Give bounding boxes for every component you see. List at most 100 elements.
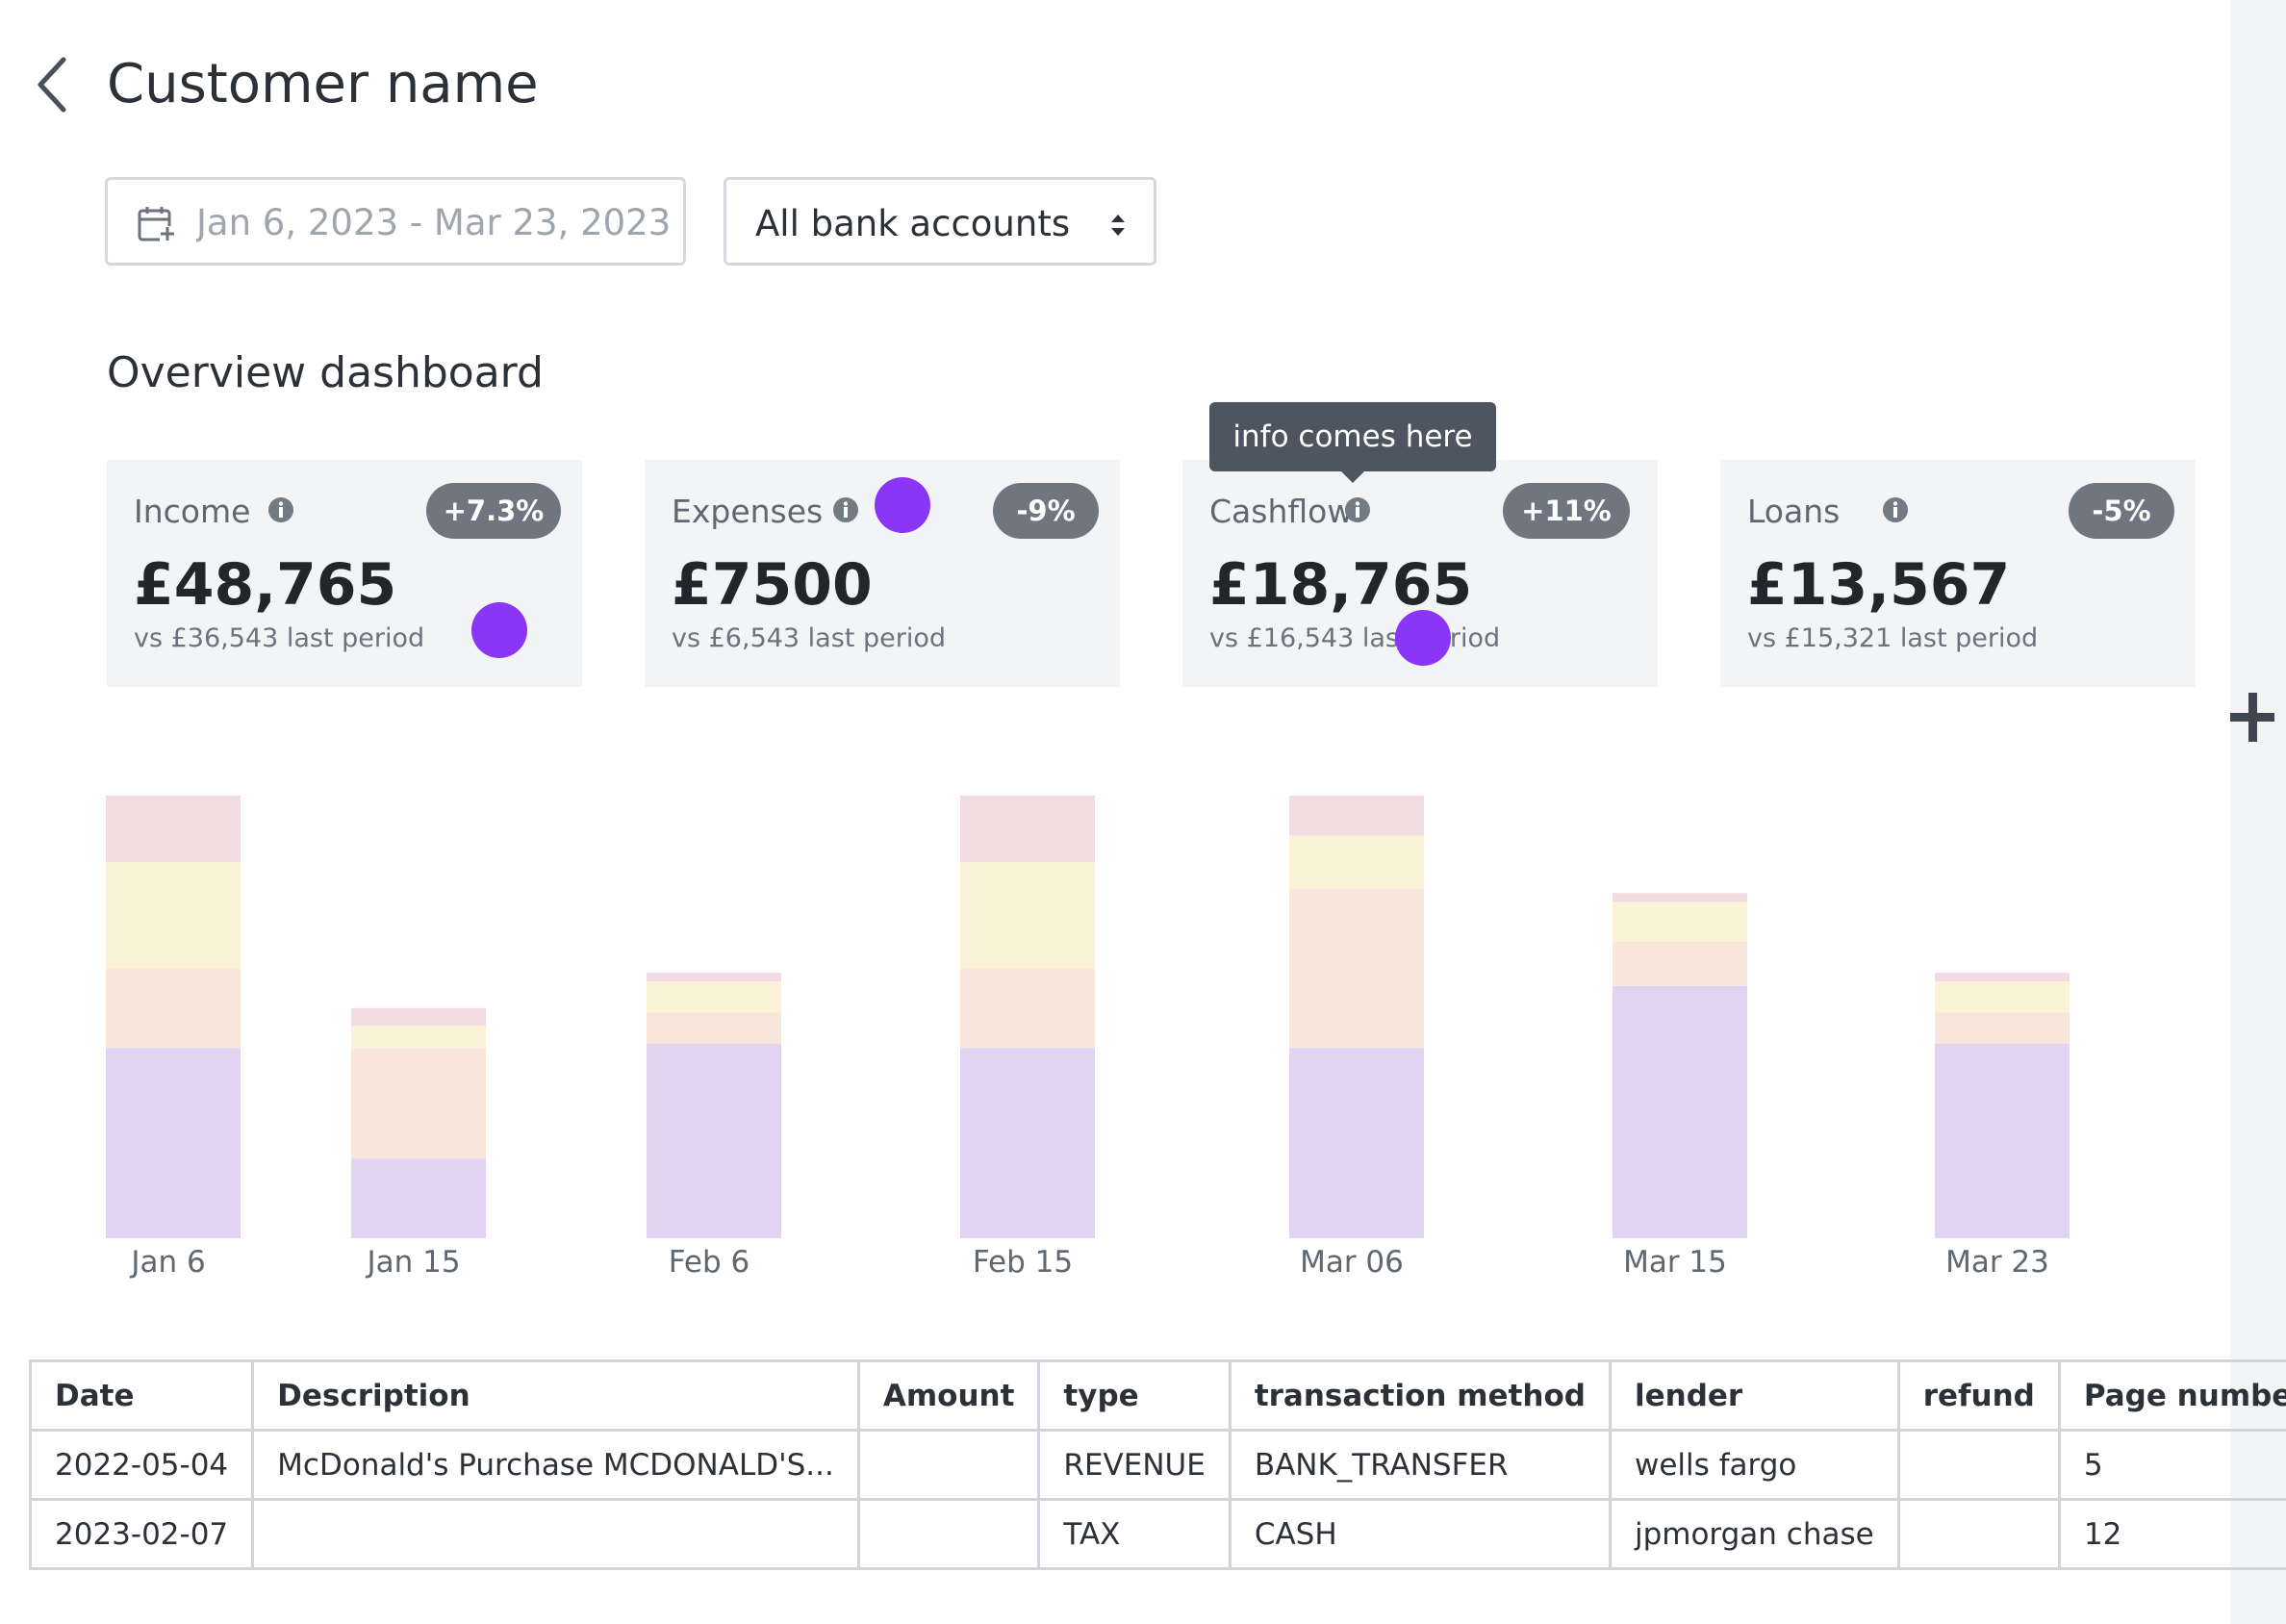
column-header[interactable]: Description — [251, 1359, 860, 1432]
bar-segment — [1289, 835, 1424, 889]
table-cell — [251, 1498, 860, 1570]
table-cell — [1896, 1429, 2061, 1501]
bar-segment — [351, 1158, 486, 1238]
x-tick-label: Jan 15 — [365, 1245, 460, 1280]
column-header[interactable]: Date — [28, 1359, 255, 1432]
bar-segment — [1613, 985, 1747, 1238]
x-tick-label: Jan 6 — [129, 1245, 205, 1280]
table-cell: 2023-02-07 — [28, 1498, 255, 1570]
bar-segment — [1935, 973, 2070, 982]
expenses-change-badge: -9% — [993, 483, 1099, 539]
transactions-table: Date Description Amount type transaction met… — [28, 1359, 2286, 1570]
table-cell: BANK_TRANSFER — [1228, 1429, 1612, 1501]
section-title: Overview dashboard — [107, 348, 544, 397]
calendar-add-icon — [138, 207, 175, 241]
table-cell — [856, 1498, 1041, 1570]
income-info-icon[interactable] — [267, 495, 295, 524]
table-cell: REVENUE — [1037, 1429, 1232, 1501]
info-tooltip: info comes here — [1209, 402, 1496, 483]
table-cell: wells fargo — [1608, 1429, 1900, 1501]
bar-segment — [351, 1026, 486, 1049]
x-tick-label: Feb 6 — [669, 1245, 749, 1280]
date-range-picker[interactable] — [105, 177, 686, 266]
plus-icon[interactable] — [2230, 685, 2286, 749]
column-header[interactable]: lender — [1608, 1359, 1900, 1432]
bar-segment — [1935, 1043, 2070, 1238]
cashflow-label: Cashflow — [1209, 493, 1354, 530]
bar-segment — [1613, 941, 1747, 986]
loans-change-badge: -5% — [2069, 483, 2174, 539]
income-change-badge: +7.3% — [426, 483, 561, 539]
column-header[interactable]: refund — [1896, 1359, 2061, 1432]
table-cell: CASH — [1228, 1498, 1612, 1570]
table-cell: McDonald's Purchase MCDONALD'S... — [251, 1429, 860, 1501]
select-updown-icon — [1111, 215, 1125, 236]
loans-info-icon[interactable] — [1881, 495, 1910, 524]
bar-segment — [106, 796, 241, 862]
bar-segment — [1613, 893, 1747, 902]
column-header[interactable]: Page number — [2057, 1359, 2286, 1432]
x-tick-label: Mar 06 — [1300, 1245, 1404, 1280]
table-cell: TAX — [1037, 1498, 1232, 1570]
bar-segment — [647, 973, 781, 982]
back-arrow-icon[interactable] — [33, 50, 75, 119]
bar-segment — [960, 1048, 1095, 1238]
indicator-dot — [1395, 610, 1451, 666]
x-tick-label: Mar 15 — [1623, 1245, 1727, 1280]
bar-segment — [106, 968, 241, 1049]
bar-segment — [106, 1048, 241, 1238]
bank-accounts-select[interactable]: All bank accounts — [724, 177, 1156, 266]
loans-label: Loans — [1747, 493, 1841, 530]
bar-segment — [960, 862, 1095, 969]
bar-segment — [1289, 888, 1424, 1049]
table-cell: jpmorgan chase — [1608, 1498, 1900, 1570]
column-header[interactable]: transaction method — [1228, 1359, 1612, 1432]
bar-segment — [960, 968, 1095, 1049]
loans-value: £13,567 — [1747, 551, 2011, 619]
bar-segment — [647, 1043, 781, 1238]
bar-segment — [1289, 796, 1424, 836]
loans-comparison: vs £15,321 last period — [1747, 623, 2039, 653]
page-title: Customer name — [107, 53, 539, 115]
expenses-value: £7500 — [672, 551, 873, 619]
table-row[interactable]: 2023-02-07 TAX CASH jpmorgan chase 12 — [28, 1498, 2286, 1570]
table-cell: 2022-05-04 — [28, 1429, 255, 1501]
bar-segment — [106, 862, 241, 969]
bar-segment — [1613, 901, 1747, 942]
bar-segment — [1935, 981, 2070, 1013]
expenses-comparison: vs £6,543 last period — [672, 623, 946, 653]
bar-segment — [647, 1012, 781, 1044]
cashflow-comparison: vs £16,543 last period — [1209, 623, 1501, 653]
cashflow-change-badge: +11% — [1503, 483, 1630, 539]
income-comparison: vs £36,543 last period — [134, 623, 425, 653]
bar-segment — [1935, 1012, 2070, 1044]
bar-segment — [960, 796, 1095, 862]
indicator-dot — [471, 602, 527, 658]
bar-segment — [647, 981, 781, 1013]
date-range-input[interactable] — [196, 193, 677, 251]
bar-segment — [351, 1007, 486, 1027]
income-label: Income — [134, 493, 251, 530]
loans-card: Loans -5% £13,567 vs £15,321 last period — [1720, 460, 2196, 687]
expenses-label: Expenses — [672, 493, 824, 530]
table-cell — [1896, 1498, 2061, 1570]
cashflow-info-icon[interactable] — [1343, 495, 1372, 524]
table-cell: 5 — [2057, 1429, 2286, 1501]
column-header[interactable]: Amount — [856, 1359, 1041, 1432]
column-header[interactable]: type — [1037, 1359, 1232, 1432]
bank-accounts-selected-value: All bank accounts — [755, 203, 1071, 244]
stacked-bar-chart: Jan 6 Jan 15 Feb 6 Feb 15 Mar 06 Mar 15 Mar 23 — [106, 796, 2070, 1280]
income-value: £48,765 — [134, 551, 397, 619]
bar-segment — [1289, 1048, 1424, 1238]
x-tick-label: Feb 15 — [973, 1245, 1073, 1280]
expenses-info-icon[interactable] — [831, 495, 860, 524]
table-header-row: Date Description Amount type transaction met… — [28, 1359, 2286, 1432]
bar-segment — [351, 1048, 486, 1159]
x-tick-label: Mar 23 — [1945, 1245, 2049, 1280]
table-cell: 12 — [2057, 1498, 2286, 1570]
cashflow-card: Cashflow +11% £18,765 vs £16,543 last pe… — [1182, 460, 1658, 687]
table-row[interactable]: 2022-05-04 McDonald's Purchase MCDONALD'S… — [28, 1429, 2286, 1501]
indicator-dot — [875, 477, 930, 533]
right-side-panel — [2230, 0, 2286, 1624]
cashflow-value: £18,765 — [1209, 551, 1473, 619]
